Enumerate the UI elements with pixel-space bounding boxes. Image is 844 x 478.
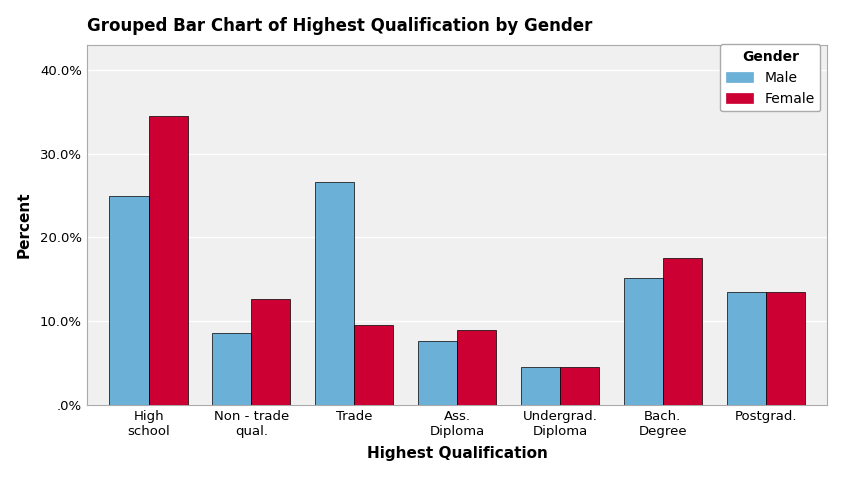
X-axis label: Highest Qualification: Highest Qualification (366, 446, 548, 461)
Bar (252, 300, 290, 405)
Bar (149, 116, 187, 405)
Bar (663, 258, 702, 405)
Bar (315, 182, 354, 405)
Legend: Male, Female: Male, Female (720, 44, 820, 111)
Bar (624, 278, 663, 405)
Bar (418, 341, 457, 405)
Bar (766, 292, 804, 405)
Bar (110, 196, 149, 405)
Bar (521, 368, 560, 405)
Text: Grouped Bar Chart of Highest Qualification by Gender: Grouped Bar Chart of Highest Qualificati… (87, 17, 592, 35)
Bar (354, 326, 393, 405)
Y-axis label: Percent: Percent (17, 192, 32, 258)
Bar (457, 330, 496, 405)
Bar (560, 368, 599, 405)
Bar (213, 333, 252, 405)
Bar (727, 292, 766, 405)
